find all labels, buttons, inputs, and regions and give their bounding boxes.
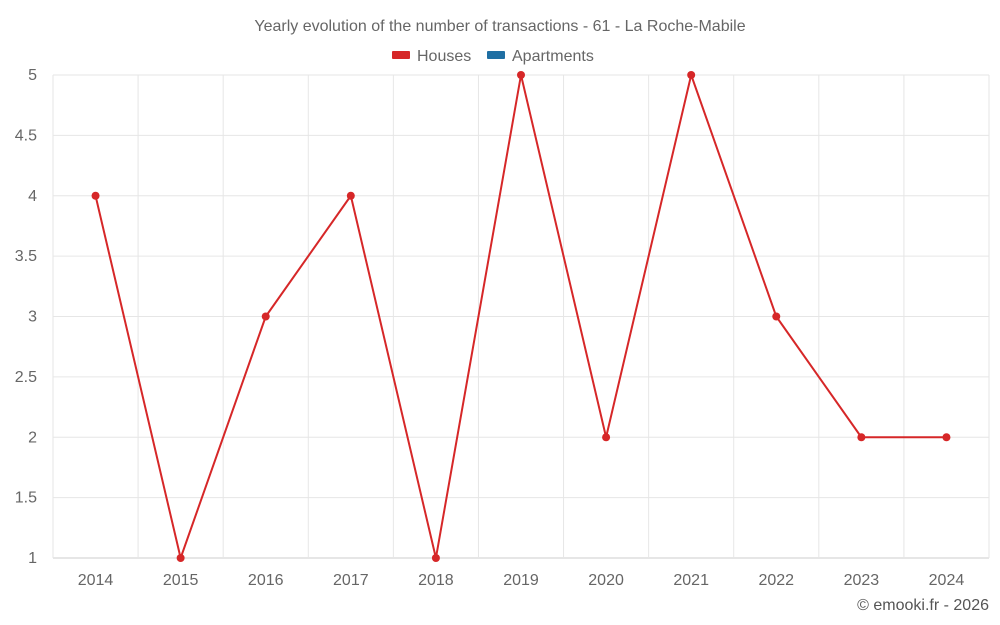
y-tick-label: 2.5	[15, 369, 37, 386]
legend-swatch-apartments	[487, 51, 505, 59]
legend-swatch-houses	[392, 51, 410, 59]
y-tick-label: 3.5	[15, 248, 37, 265]
legend-label-houses: Houses	[417, 48, 471, 65]
legend: Houses Apartments	[392, 48, 594, 65]
y-axis-ticks: 1 1.5 2 2.5 3 3.5 4 4.5 5	[15, 67, 37, 567]
x-tick-label: 2017	[333, 572, 369, 589]
x-tick-label: 2014	[78, 572, 114, 589]
x-tick-label: 2024	[929, 572, 965, 589]
data-point-houses[interactable]	[91, 191, 100, 200]
data-point-houses[interactable]	[346, 191, 355, 200]
x-tick-label: 2020	[588, 572, 624, 589]
x-tick-label: 2016	[248, 572, 284, 589]
data-point-houses[interactable]	[857, 433, 866, 442]
y-tick-label: 4.5	[15, 127, 37, 144]
y-tick-label: 1.5	[15, 490, 37, 507]
x-tick-label: 2021	[673, 572, 709, 589]
credit-text: © emooki.fr - 2026	[857, 597, 989, 614]
data-point-houses[interactable]	[176, 554, 185, 562]
legend-item-houses[interactable]: Houses	[392, 48, 471, 65]
data-point-houses[interactable]	[942, 433, 951, 442]
x-tick-label: 2023	[844, 572, 880, 589]
data-point-houses[interactable]	[687, 71, 696, 79]
y-tick-label: 5	[28, 67, 37, 84]
data-point-houses[interactable]	[517, 71, 525, 79]
data-point-houses[interactable]	[602, 433, 611, 442]
y-tick-label: 4	[28, 188, 37, 205]
x-tick-label: 2022	[758, 572, 794, 589]
x-tick-label: 2019	[503, 572, 539, 589]
x-tick-label: 2015	[163, 572, 199, 589]
y-tick-label: 3	[28, 309, 37, 326]
series-houses	[91, 71, 951, 562]
data-point-houses[interactable]	[261, 312, 270, 321]
y-tick-label: 1	[28, 550, 37, 567]
data-point-houses[interactable]	[431, 554, 440, 562]
legend-item-apartments[interactable]: Apartments	[487, 48, 594, 65]
x-tick-label: 2018	[418, 572, 454, 589]
y-tick-label: 2	[28, 429, 37, 446]
legend-label-apartments: Apartments	[512, 48, 594, 65]
x-axis-ticks: 2014 2015 2016 2017 2018 2019 2020 2021 2022 2023…	[78, 572, 965, 589]
chart-title: Yearly evolution of the number of transa…	[254, 18, 745, 35]
grid	[52, 74, 990, 559]
data-point-houses[interactable]	[772, 312, 781, 321]
